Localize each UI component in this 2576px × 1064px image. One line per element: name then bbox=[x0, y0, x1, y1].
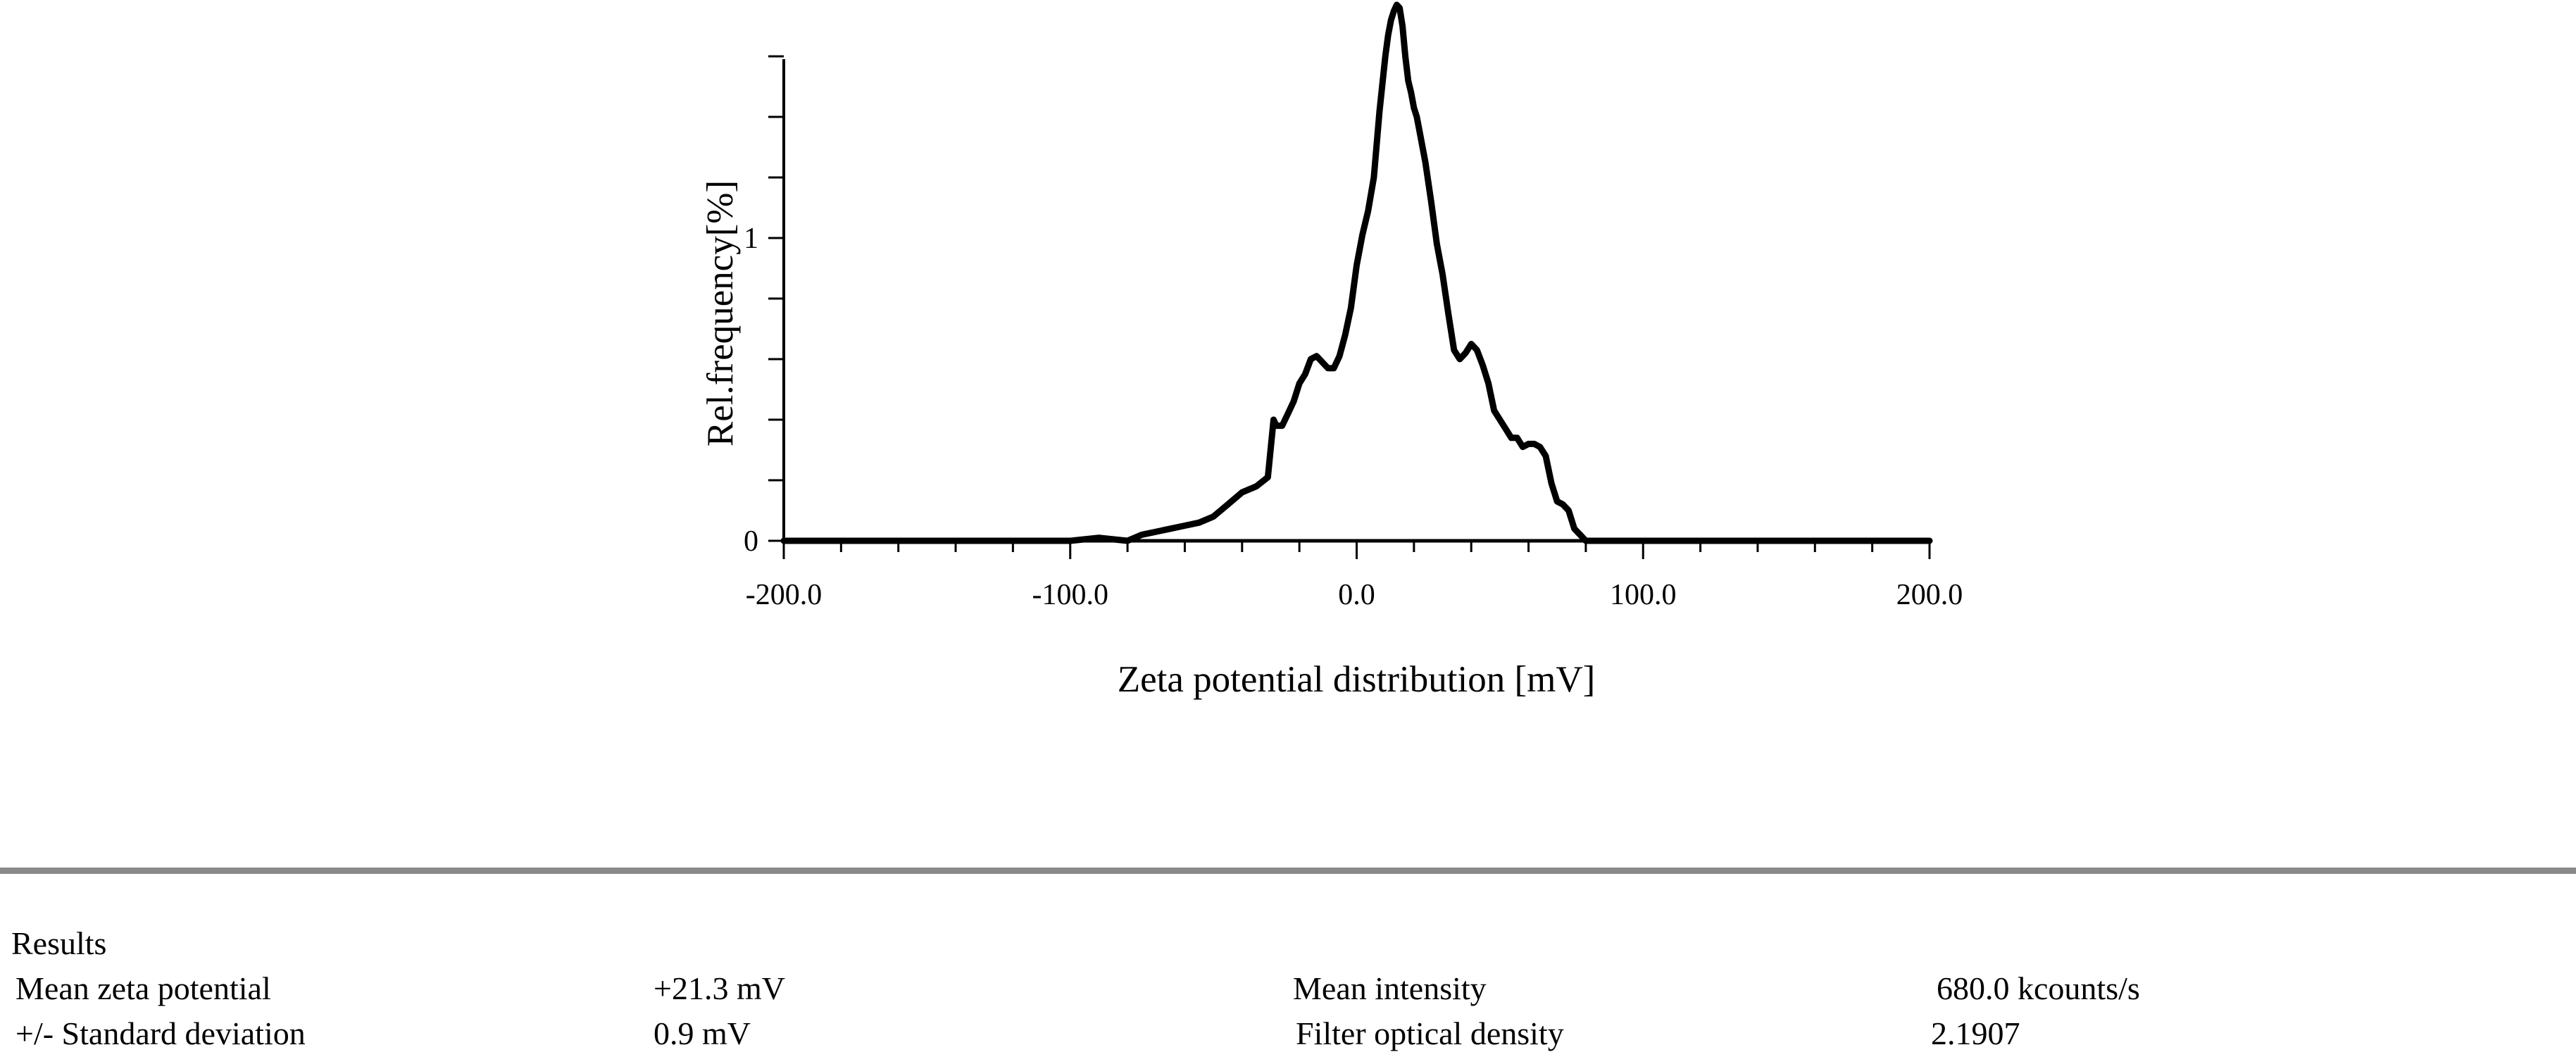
x-tick-label: 0.0 bbox=[1338, 579, 1375, 611]
x-axis: -200.0 -100.0 0.0 100.0 200.0 bbox=[746, 539, 1963, 611]
y-axis: 01 bbox=[744, 55, 785, 558]
x-tick-label: -200.0 bbox=[746, 579, 823, 611]
mean-intensity-value: 680.0 kcounts/s bbox=[1937, 970, 2140, 1006]
filter-optical-density-label: Filter optical density bbox=[1296, 1015, 1564, 1051]
results-panel: Results Mean zeta potential +21.3 mV Mea… bbox=[0, 915, 2576, 1064]
filter-optical-density-value: 2.1907 bbox=[1931, 1015, 2020, 1051]
standard-deviation-label: +/- Standard deviation bbox=[15, 1015, 306, 1051]
series-group bbox=[780, 1, 1933, 544]
mean-intensity-label: Mean intensity bbox=[1293, 970, 1487, 1006]
mean-zeta-potential-value: +21.3 mV bbox=[654, 970, 785, 1006]
y-axis-title: Rel.frequency[%] bbox=[700, 180, 741, 446]
x-tick-label: 200.0 bbox=[1896, 579, 1963, 611]
standard-deviation-value: 0.9 mV bbox=[654, 1015, 751, 1051]
zeta-distribution-chart: 01 -200.0 -100.0 0.0 100.0 200.0 Zeta potent… bbox=[700, 1, 1963, 700]
y-tick-label: 1 bbox=[744, 223, 758, 255]
distribution-line bbox=[780, 1, 1933, 544]
x-axis-title: Zeta potential distribution [mV] bbox=[1118, 659, 1596, 700]
results-title: Results bbox=[11, 925, 107, 961]
x-tick-label: -100.0 bbox=[1032, 579, 1109, 611]
results-divider bbox=[0, 868, 2576, 874]
y-tick-label: 0 bbox=[744, 525, 758, 558]
x-tick-label: 100.0 bbox=[1610, 579, 1677, 611]
mean-zeta-potential-label: Mean zeta potential bbox=[15, 970, 271, 1006]
